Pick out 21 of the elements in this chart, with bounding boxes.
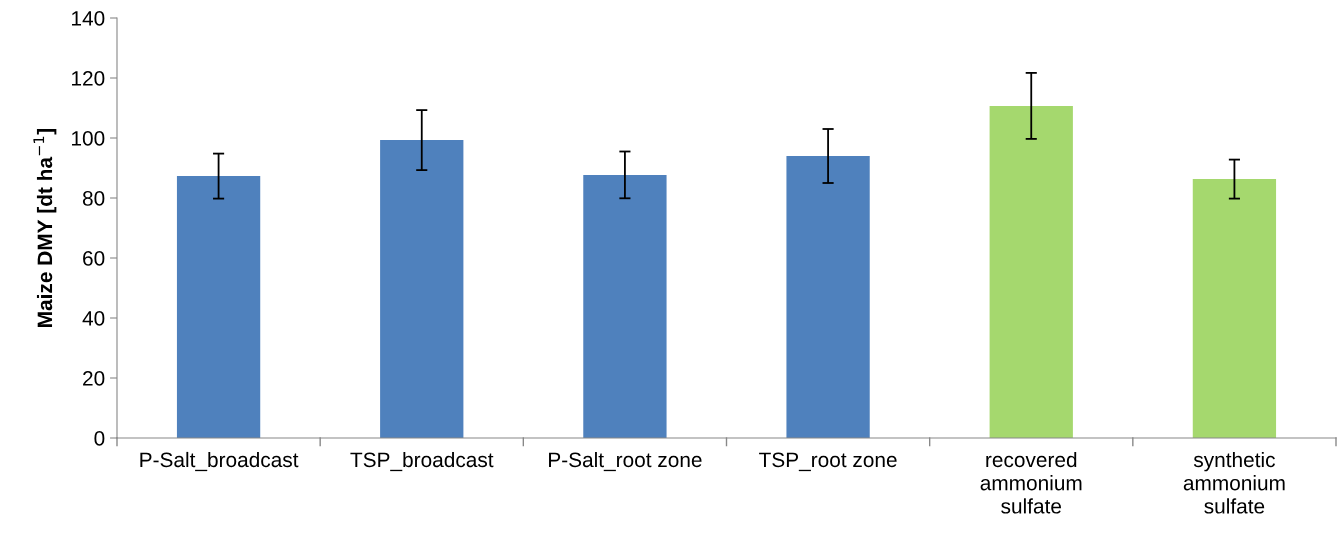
x-tick-label: P-Salt_broadcast (140, 451, 299, 472)
y-tick-label: 20 (83, 371, 105, 386)
y-tick-label: 40 (82, 311, 105, 326)
x-tick-label: TSP_broadcast (350, 451, 494, 472)
y-tick-label: 140 (72, 11, 105, 26)
x-tick-label: synthetic ammonium sulfate (1183, 451, 1285, 514)
y-axis-title: Maize DMY [dt ha$^{−1}$] (33, 128, 57, 327)
x-tick-label: recovered ammonium sulfate (980, 451, 1082, 514)
y-tick-label: 120 (72, 71, 105, 86)
bar (1192, 179, 1277, 438)
y-tick-label: 100 (72, 131, 105, 146)
y-tick-label: 60 (83, 251, 105, 266)
bar (786, 156, 870, 438)
bar (583, 174, 667, 438)
bar (989, 105, 1073, 438)
bar (380, 140, 464, 438)
x-tick-label: P-Salt_root zone (549, 451, 702, 472)
bar (176, 176, 261, 438)
x-tick-label: TSP_root zone (759, 452, 897, 472)
y-tick-label: 80 (82, 191, 105, 206)
y-tick-label: 0 (94, 431, 105, 446)
